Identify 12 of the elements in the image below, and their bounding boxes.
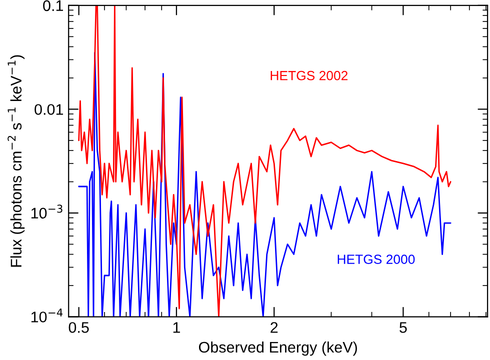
x-tick-label: 1 xyxy=(173,322,180,333)
y-tick-label: 0.1 xyxy=(43,0,63,12)
x-tick-label: 0.5 xyxy=(68,322,89,333)
x-tick-label: 5 xyxy=(400,322,407,333)
y-axis-title: Flux (photons cm$^{−2}$ s$^{−1}$ keV$^{−1}$) xyxy=(8,55,25,267)
y-tick-label: 0.01 xyxy=(34,104,63,115)
y-tick-label: 10$^{−4}$ xyxy=(31,308,63,322)
series-label: HETGS 2000 xyxy=(338,254,415,264)
x-tick-label: 2 xyxy=(270,322,278,333)
x-axis-title: Observed Energy (keV) xyxy=(198,341,357,356)
text: HETGS 2002 xyxy=(270,70,348,80)
y-tick-label: 10$^{−3}$ xyxy=(31,204,62,219)
